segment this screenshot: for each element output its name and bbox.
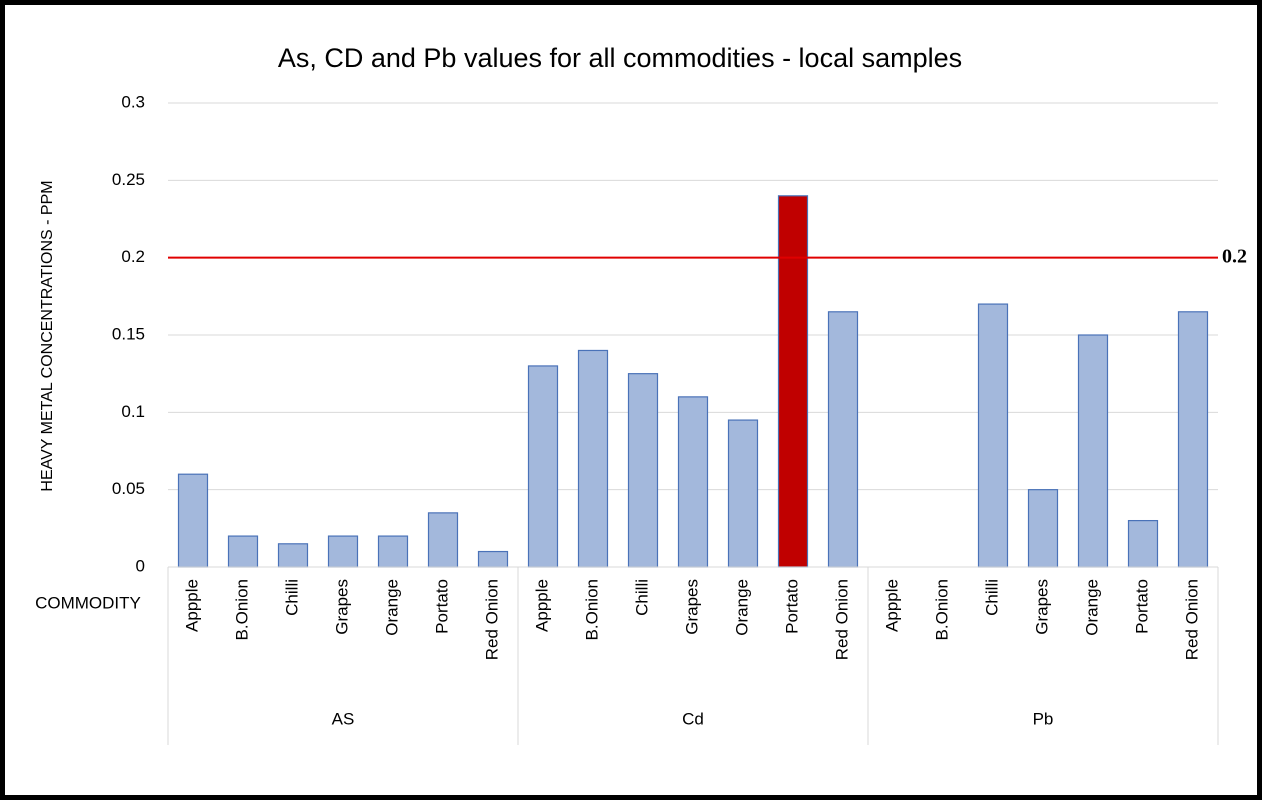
bar bbox=[427, 512, 459, 568]
bar bbox=[477, 550, 509, 568]
y-tick-label: 0.1 bbox=[121, 402, 145, 421]
x-tick-label: Red Onion bbox=[482, 579, 501, 660]
group-label: AS bbox=[332, 709, 355, 728]
x-tick-label: Portato bbox=[432, 579, 451, 634]
bar bbox=[1027, 489, 1059, 568]
bar bbox=[327, 535, 359, 568]
x-tick-label: Red Onion bbox=[1182, 579, 1201, 660]
y-tick-label: 0.15 bbox=[112, 324, 145, 343]
bar bbox=[1177, 311, 1209, 568]
bar bbox=[377, 535, 409, 568]
x-tick-label: Portato bbox=[782, 579, 801, 634]
y-tick-label: 0.3 bbox=[121, 92, 145, 111]
x-tick-label: Red Onion bbox=[832, 579, 851, 660]
bar bbox=[727, 419, 759, 568]
x-tick-label: Orange bbox=[732, 579, 751, 636]
bar bbox=[227, 535, 259, 568]
bar bbox=[827, 311, 859, 568]
x-tick-label: Chilli bbox=[982, 579, 1001, 616]
x-tick-label: Appple bbox=[182, 579, 201, 632]
bar bbox=[1077, 334, 1109, 568]
group-label: Pb bbox=[1033, 709, 1054, 728]
bar bbox=[977, 303, 1009, 568]
bar bbox=[1127, 519, 1159, 568]
chart-title: As, CD and Pb values for all commodities… bbox=[278, 43, 962, 73]
bar bbox=[177, 473, 209, 568]
x-axis-label: COMMODITY bbox=[35, 593, 141, 612]
x-tick-label: Appple bbox=[882, 579, 901, 632]
reference-label: 0.2 bbox=[1222, 245, 1247, 267]
bar bbox=[527, 365, 559, 568]
x-tick-label: Orange bbox=[1082, 579, 1101, 636]
x-tick-label: B.Onion bbox=[582, 579, 601, 640]
x-tick-label: Chilli bbox=[632, 579, 651, 616]
x-tick-label: Grapes bbox=[682, 579, 701, 635]
y-tick-label: 0 bbox=[136, 556, 145, 575]
bar bbox=[277, 543, 309, 568]
x-tick-label: Appple bbox=[532, 579, 551, 632]
bar bbox=[777, 195, 809, 568]
bar bbox=[577, 349, 609, 568]
x-tick-label: Orange bbox=[382, 579, 401, 636]
y-tick-label: 0.2 bbox=[121, 247, 145, 266]
bar bbox=[627, 373, 659, 568]
y-tick-label: 0.25 bbox=[112, 170, 145, 189]
y-tick-label: 0.05 bbox=[112, 479, 145, 498]
y-axis-label: HEAVY METAL CONCENTRATIONS - PPM bbox=[39, 180, 56, 491]
x-tick-label: Grapes bbox=[1032, 579, 1051, 635]
group-label: Cd bbox=[682, 709, 704, 728]
x-tick-label: Chilli bbox=[282, 579, 301, 616]
x-tick-label: Grapes bbox=[332, 579, 351, 635]
x-tick-label: Portato bbox=[1132, 579, 1151, 634]
x-tick-label: B.Onion bbox=[232, 579, 251, 640]
bar bbox=[677, 396, 709, 568]
x-tick-label: B.Onion bbox=[932, 579, 951, 640]
